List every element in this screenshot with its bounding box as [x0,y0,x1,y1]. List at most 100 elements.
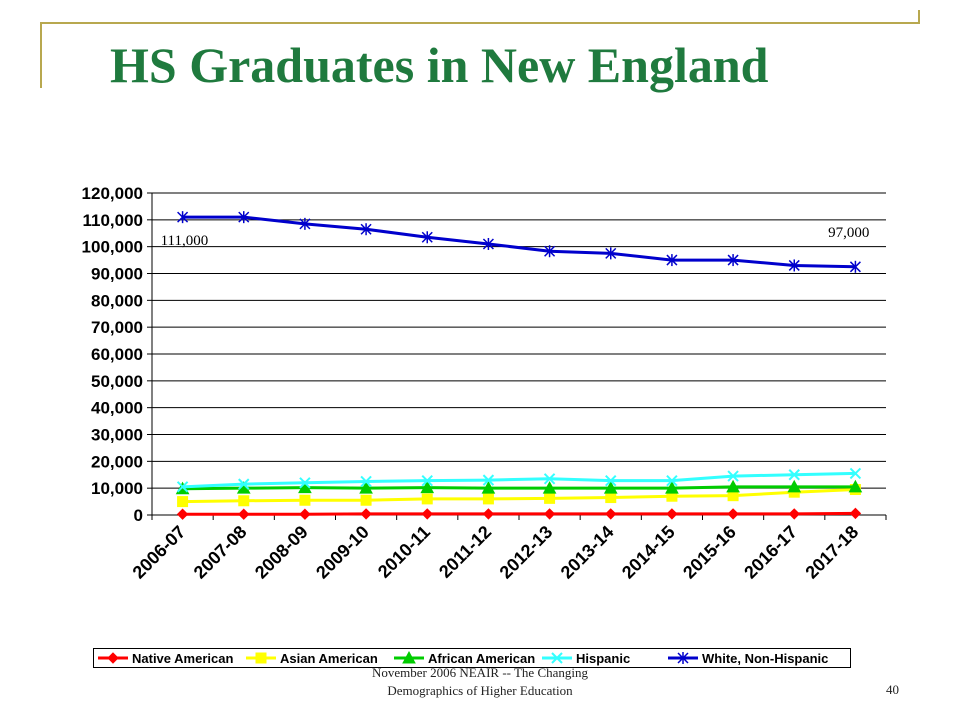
data-point [665,481,679,494]
data-point [605,492,617,504]
data-point [848,479,863,493]
data-point [542,481,557,494]
data-point [482,493,494,505]
data-point [605,474,617,487]
legend-marker [677,652,689,664]
data-point [176,481,189,493]
data-point [481,481,496,494]
series-line [182,485,856,491]
series-line [182,511,856,516]
series-asian-american [177,484,861,508]
data-point [421,493,433,505]
series-hispanic [176,467,862,493]
data-point [849,467,862,480]
series-line [182,215,856,269]
y-tick-label: 120,000 [82,184,143,203]
data-point [666,474,678,487]
data-point [238,478,250,490]
legend-item: African American [394,650,535,666]
data-point [420,480,435,494]
data-point [727,254,739,267]
page-number: 40 [886,682,899,697]
data-point [727,470,739,482]
chart-legend: Native American Asian American African Ame… [93,648,851,668]
legend-label: White, Non-Hispanic [702,651,828,666]
data-point [482,237,494,250]
y-tick-label: 0 [134,506,143,525]
data-point [605,247,617,260]
top-rule [40,22,920,24]
footer-text: November 2006 NEAIR -- The Changing Demo… [330,664,630,700]
data-point [176,508,189,520]
data-point [177,211,189,224]
legend-items: Native American Asian American African Ame… [98,650,828,666]
series-line [182,488,856,504]
legend-marker [551,652,563,664]
data-point [482,474,495,486]
data-point [360,494,372,506]
data-point [726,479,740,493]
data-point [360,475,372,488]
y-tick-label: 50,000 [91,372,143,391]
footer-line-2: Demographics of Higher Education [387,683,573,698]
y-tick-label: 10,000 [91,479,143,498]
data-point [727,508,739,520]
data-point [299,477,311,489]
data-point [238,508,250,520]
y-tick-label: 70,000 [91,318,143,337]
data-point [421,231,433,244]
x-tick-label: 2008-09 [251,522,312,583]
data-point [849,260,861,273]
data-point [666,508,678,520]
series-native-american [176,507,862,520]
right-rule-stub [918,10,920,24]
x-tick-label: 2007-08 [190,522,251,583]
legend-label: African American [428,651,535,666]
y-tick-label: 30,000 [91,426,143,445]
data-point [849,507,862,520]
data-point [543,508,556,520]
data-point [421,474,433,487]
data-point [360,223,372,236]
data-label: 97,000 [828,225,869,241]
data-point [299,494,311,506]
y-tick-label: 90,000 [91,265,143,284]
data-point [666,254,678,267]
legend-marker [255,652,267,664]
legend-label: Asian American [280,651,378,666]
footer-line-1: November 2006 NEAIR -- The Changing [371,665,589,680]
x-tick-label: 2013-14 [557,522,618,583]
x-tick-label: 2017-18 [801,522,862,583]
y-tick-label: 80,000 [91,291,143,310]
data-point [359,481,373,494]
x-tick-label: 2009-10 [312,522,373,583]
slide-title: HS Graduates in New England [110,37,769,93]
data-point [788,508,800,520]
legend-label: Native American [132,651,233,666]
data-point [603,481,618,494]
legend-item: Asian American [246,651,378,666]
data-point [238,495,250,507]
data-point [421,508,433,520]
data-point [787,479,802,493]
data-point [544,492,556,504]
data-point [299,217,311,230]
data-point [788,469,800,481]
y-tick-label: 100,000 [82,238,143,257]
data-point [238,211,250,224]
x-tick-label: 2006-07 [129,522,190,583]
data-point [360,508,372,520]
data-point [788,259,800,272]
x-tick-label: 2016-17 [740,522,801,583]
x-tick-label: 2011-12 [435,522,495,582]
x-tick-label: 2015-16 [679,522,740,583]
legend-marker [107,652,119,664]
left-rule [40,22,42,88]
x-tick-label: 2014-15 [618,522,679,583]
data-label: 111,000 [161,233,209,249]
data-point [543,473,556,485]
y-tick-label: 110,000 [82,211,143,230]
y-tick-label: 20,000 [91,452,143,471]
series-white-non-hispanic [177,211,861,273]
